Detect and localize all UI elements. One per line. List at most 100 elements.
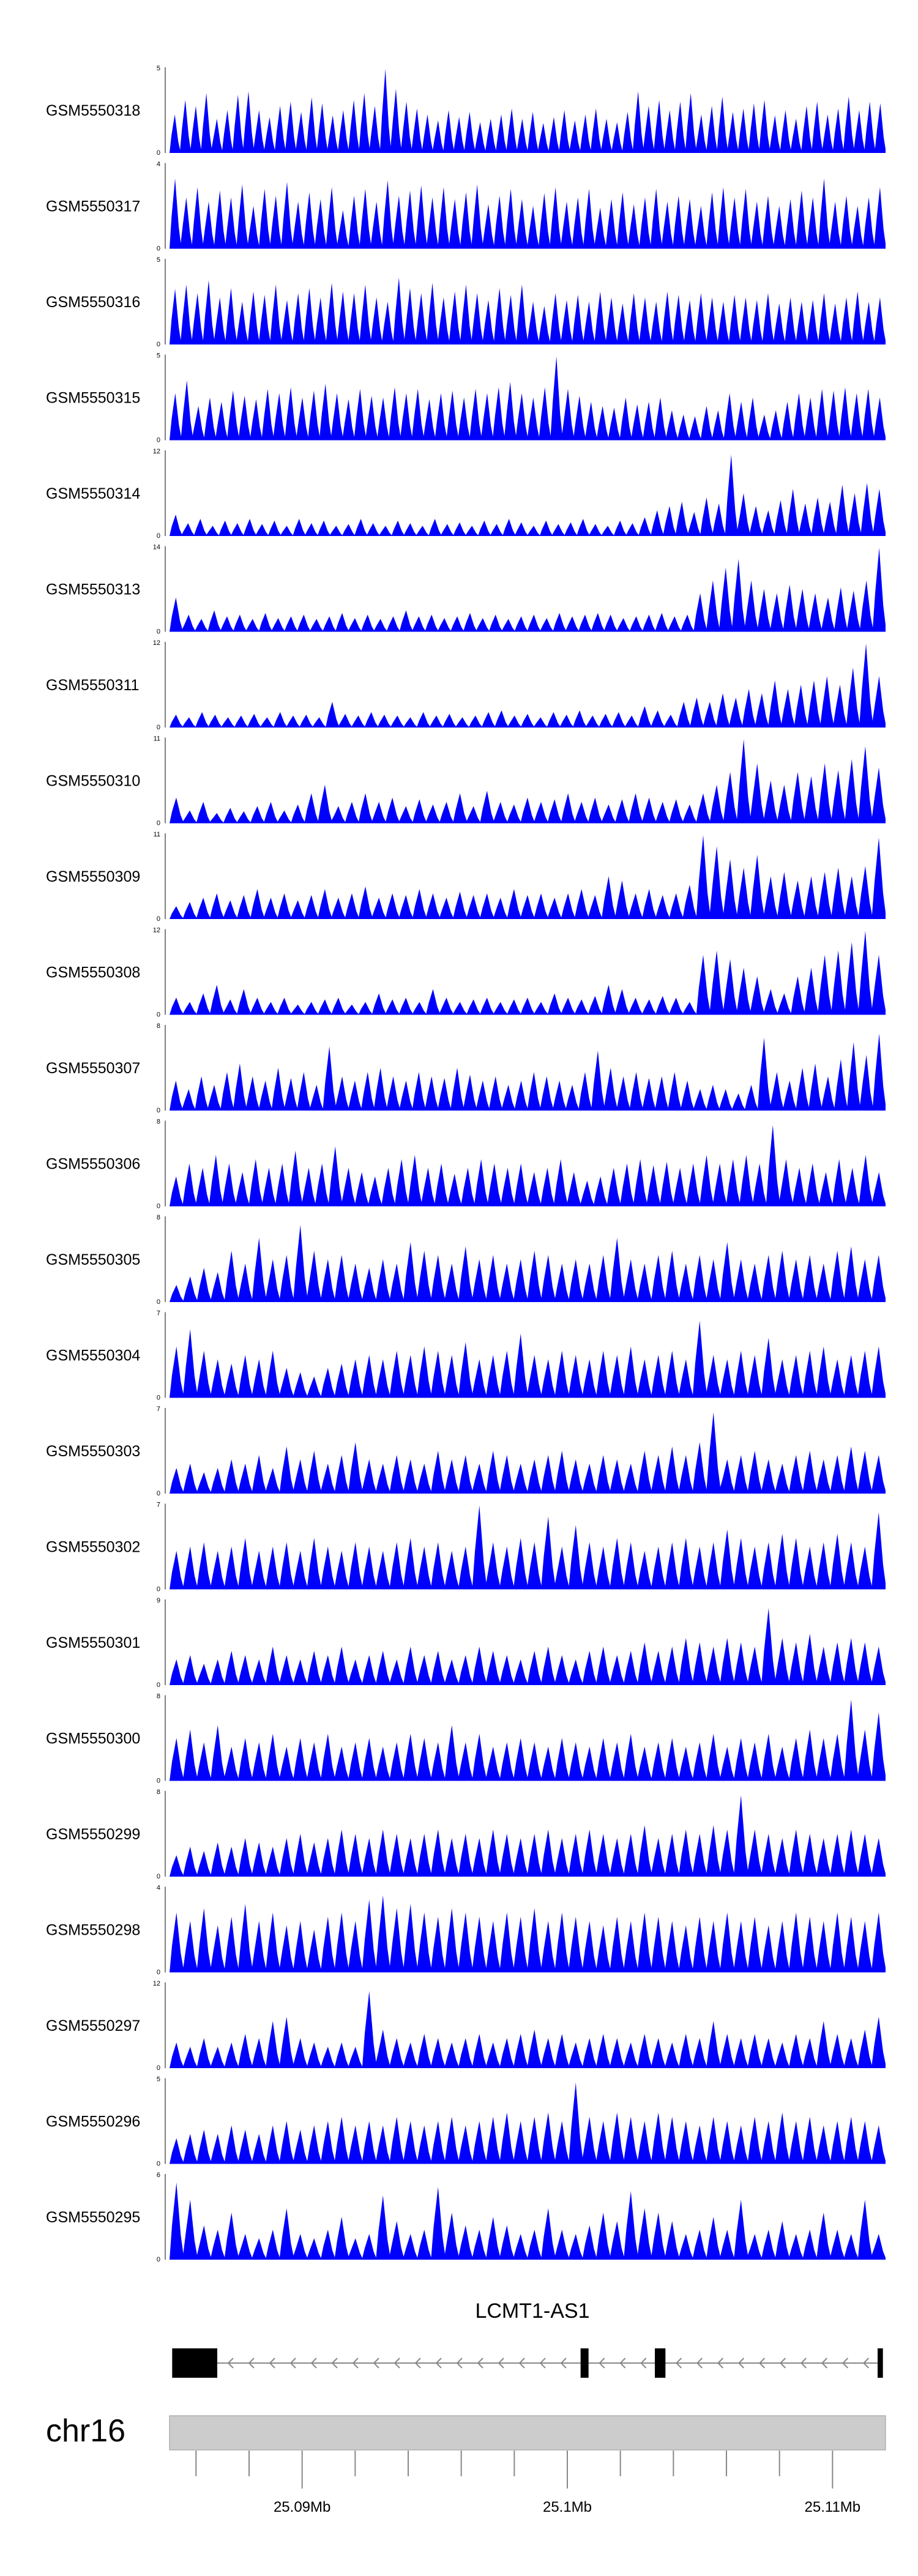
track-label: GSM5550315 bbox=[46, 390, 140, 407]
coverage-tracks: GSM555031850GSM555031740GSM555031650GSM5… bbox=[46, 65, 886, 2263]
strand-arrow bbox=[518, 2358, 525, 2369]
track-ymin-label: 0 bbox=[157, 532, 160, 540]
strand-arrow bbox=[248, 2358, 255, 2369]
track-label: GSM5550301 bbox=[46, 1634, 140, 1651]
track-ymax-label: 8 bbox=[157, 1214, 160, 1221]
gene-exon bbox=[878, 2348, 883, 2378]
coverage-area bbox=[170, 1125, 886, 1207]
tick-label: 25.11Mb bbox=[805, 2499, 861, 2515]
track-GSM5550318: GSM5550318 5 0 bbox=[46, 65, 886, 157]
coverage-area bbox=[170, 277, 886, 344]
track-ymin-label: 0 bbox=[157, 1107, 160, 1114]
track-GSM5550315: GSM5550315 5 0 bbox=[46, 352, 886, 444]
track-GSM5550298: GSM5550298 4 0 bbox=[46, 1885, 886, 1976]
track-ymax-label: 5 bbox=[157, 65, 160, 72]
strand-arrow bbox=[560, 2358, 567, 2369]
track-label: GSM5550314 bbox=[46, 485, 140, 502]
strand-arrow bbox=[800, 2358, 807, 2369]
strand-arrow bbox=[373, 2358, 379, 2369]
track-label: GSM5550295 bbox=[46, 2209, 140, 2226]
coverage-area bbox=[170, 931, 886, 1015]
coverage-area bbox=[170, 1225, 886, 1302]
track-label: GSM5550307 bbox=[46, 1060, 140, 1077]
strand-arrow bbox=[352, 2358, 359, 2369]
coverage-area bbox=[170, 1991, 886, 2068]
strand-arrow bbox=[675, 2358, 682, 2369]
gene-exon bbox=[172, 2348, 217, 2378]
chromosome-label: chr16 bbox=[46, 2413, 125, 2449]
strand-arrow bbox=[640, 2358, 647, 2369]
track-GSM5550309: GSM5550309 11 0 bbox=[46, 831, 886, 923]
strand-arrow bbox=[717, 2358, 724, 2369]
track-GSM5550302: GSM5550302 7 0 bbox=[46, 1502, 886, 1593]
track-ymin-label: 0 bbox=[157, 1873, 160, 1880]
strand-arrow bbox=[498, 2358, 504, 2369]
track-ymin-label: 0 bbox=[157, 437, 160, 444]
track-label: GSM5550302 bbox=[46, 1539, 140, 1556]
strand-arrow bbox=[821, 2358, 828, 2369]
strand-arrow bbox=[227, 2358, 234, 2369]
track-GSM5550313: GSM5550313 14 0 bbox=[46, 544, 886, 636]
coverage-area bbox=[170, 1505, 886, 1590]
chromosome-axis: chr16 25.09Mb 25.1Mb 25.11Mb bbox=[46, 2413, 886, 2515]
strand-arrow bbox=[477, 2358, 483, 2369]
strand-arrow bbox=[696, 2358, 703, 2369]
strand-arrow bbox=[619, 2358, 626, 2369]
tick-label: 25.09Mb bbox=[274, 2499, 330, 2515]
track-ymax-label: 6 bbox=[157, 2172, 160, 2179]
track-ymin-label: 0 bbox=[157, 1586, 160, 1593]
track-ymin-label: 0 bbox=[157, 915, 160, 923]
coverage-area bbox=[170, 643, 886, 728]
track-ymin-label: 0 bbox=[157, 2161, 160, 2168]
track-ymin-label: 0 bbox=[157, 1778, 160, 1785]
track-label: GSM5550305 bbox=[46, 1251, 140, 1268]
coverage-area bbox=[170, 455, 886, 536]
track-ymax-label: 7 bbox=[157, 1310, 160, 1317]
strand-arrow bbox=[456, 2358, 463, 2369]
track-label: GSM5550318 bbox=[46, 102, 140, 119]
tick-label: 25.1Mb bbox=[543, 2499, 592, 2515]
track-GSM5550310: GSM5550310 11 0 bbox=[46, 735, 886, 827]
track-label: GSM5550308 bbox=[46, 964, 140, 981]
track-ymax-label: 9 bbox=[157, 1597, 160, 1604]
gene-name-label: LCMT1-AS1 bbox=[475, 2299, 589, 2323]
track-ymin-label: 0 bbox=[157, 1969, 160, 1976]
coverage-area bbox=[170, 1320, 886, 1398]
track-GSM5550316: GSM5550316 5 0 bbox=[46, 256, 886, 348]
strand-arrow bbox=[394, 2358, 400, 2369]
track-ymin-label: 0 bbox=[157, 820, 160, 827]
track-ymax-label: 4 bbox=[157, 161, 160, 168]
track-ymax-label: 7 bbox=[157, 1405, 160, 1413]
track-ymax-label: 12 bbox=[153, 927, 160, 934]
track-ymax-label: 12 bbox=[153, 448, 160, 455]
track-ymax-label: 5 bbox=[157, 256, 160, 264]
track-ymin-label: 0 bbox=[157, 1490, 160, 1497]
track-ymax-label: 4 bbox=[157, 1885, 160, 1892]
track-ymin-label: 0 bbox=[157, 341, 160, 348]
track-label: GSM5550296 bbox=[46, 2113, 140, 2131]
track-ymax-label: 8 bbox=[157, 1022, 160, 1030]
track-label: GSM5550309 bbox=[46, 868, 140, 885]
track-ymin-label: 0 bbox=[157, 1681, 160, 1689]
track-GSM5550311: GSM5550311 12 0 bbox=[46, 639, 886, 731]
track-ymin-label: 0 bbox=[157, 1298, 160, 1306]
coverage-area bbox=[170, 356, 886, 441]
coverage-area bbox=[170, 2082, 886, 2164]
track-GSM5550301: GSM5550301 9 0 bbox=[46, 1597, 886, 1689]
track-GSM5550308: GSM5550308 12 0 bbox=[46, 927, 886, 1019]
track-ymin-label: 0 bbox=[157, 724, 160, 731]
track-label: GSM5550311 bbox=[46, 677, 139, 694]
track-GSM5550297: GSM5550297 12 0 bbox=[46, 1980, 886, 2072]
track-ymax-label: 14 bbox=[153, 544, 160, 551]
gene-track: LCMT1-AS1 bbox=[172, 2299, 883, 2378]
strand-arrow bbox=[842, 2358, 849, 2369]
coverage-area bbox=[170, 739, 886, 824]
track-label: GSM5550317 bbox=[46, 198, 140, 215]
coverage-area bbox=[170, 2183, 886, 2260]
track-ymax-label: 8 bbox=[157, 1693, 160, 1700]
track-ymax-label: 7 bbox=[157, 1502, 160, 1509]
strand-arrow bbox=[599, 2358, 605, 2369]
track-label: GSM5550299 bbox=[46, 1826, 140, 1843]
strand-arrow bbox=[269, 2358, 275, 2369]
track-GSM5550317: GSM5550317 4 0 bbox=[46, 161, 886, 253]
